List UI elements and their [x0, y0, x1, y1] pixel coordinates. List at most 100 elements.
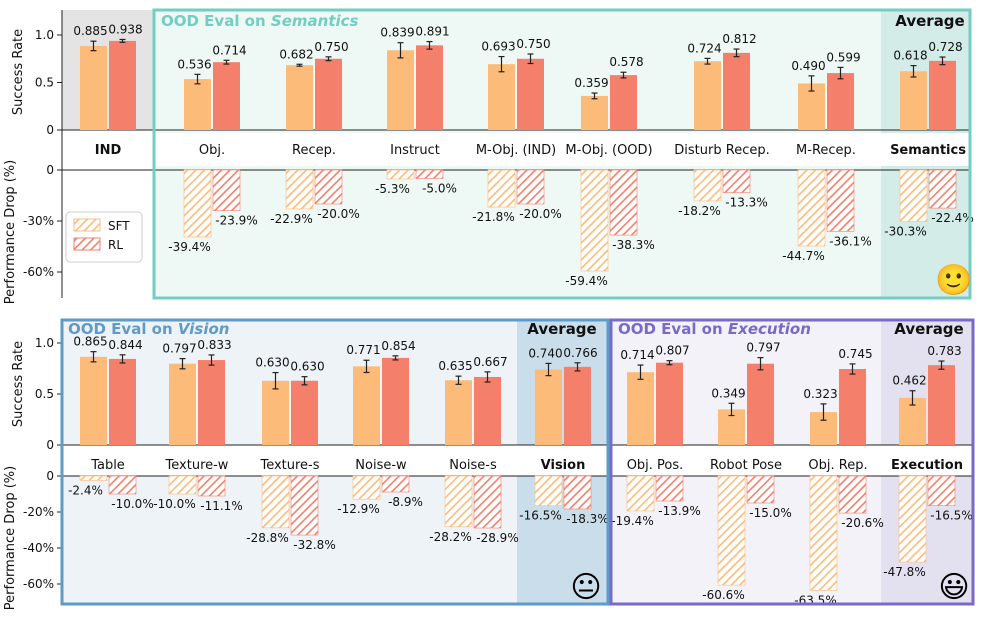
vision-rl-drop-label: -11.1% — [200, 499, 242, 513]
vision-sft-value-label: 0.740 — [528, 346, 562, 360]
vision-category-label: Table — [90, 458, 125, 473]
chart-marks: 0 0.5 1.0 0 -30% -60% 0 0.5 1.0 0 -20% -40% -60% 0.88… — [23, 22, 974, 607]
semantics-rl-bar — [416, 45, 443, 131]
emojis: 🙂 😐 😃 — [570, 263, 972, 605]
vision-average-label: Average — [527, 320, 596, 338]
vision-sft-value-label: 0.630 — [255, 356, 289, 370]
execution-rl-bar — [839, 369, 866, 445]
vision-sft-bar — [353, 366, 380, 445]
execution-sft-drop-bar — [809, 475, 838, 591]
vision-rl-value-label: 0.833 — [197, 338, 231, 352]
vision-sft-drop-bar — [168, 475, 197, 495]
vision-rl-bar — [109, 358, 136, 445]
vision-rl-bar — [291, 380, 318, 445]
vision-sft-value-label: 0.771 — [346, 343, 380, 357]
ind-divider-band — [62, 130, 154, 165]
semantics-sft-value-label: 0.724 — [687, 41, 721, 55]
vision-category-label: Texture-s — [259, 458, 319, 473]
semantics-rl-bar — [213, 62, 240, 130]
vision-category-label: Noise-s — [449, 458, 497, 473]
panel-titles: OOD Eval on Semantics Average OOD Eval o… — [68, 12, 965, 338]
execution-sft-drop-label: -60.6% — [702, 588, 744, 602]
execution-rl-drop-label: -20.6% — [841, 516, 883, 530]
semantics-sft-drop-label: -39.4% — [168, 240, 210, 254]
vision-category-label: Vision — [541, 458, 586, 473]
vision-title-prefix: OOD Eval on — [68, 320, 178, 338]
execution-title: OOD Eval on Execution — [618, 320, 811, 338]
semantics-sft-value-label: 0.839 — [380, 26, 414, 40]
vision-sft-value-label: 0.797 — [162, 342, 196, 356]
top-success-tick-label: 0 — [46, 123, 54, 137]
semantics-sft-value-label: 0.682 — [279, 47, 313, 61]
execution-sft-drop-label: -19.4% — [611, 514, 653, 528]
execution-sft-value-label: 0.323 — [803, 387, 837, 401]
semantics-sft-bar — [387, 50, 414, 130]
execution-sft-value-label: 0.349 — [711, 386, 745, 400]
semantics-rl-value-label: 0.891 — [415, 25, 449, 39]
execution-frame — [609, 318, 975, 606]
vision-emoji: 😐 — [570, 570, 601, 605]
execution-label-band — [611, 445, 973, 476]
vision-rl-drop-label: -10.0% — [111, 497, 153, 511]
vision-rl-value-label: 0.667 — [473, 355, 507, 369]
semantics-category-label: M-Obj. (IND) — [476, 143, 556, 158]
vision-rl-value-label: 0.766 — [563, 346, 597, 360]
execution-rl-bar — [656, 362, 683, 445]
semantics-sft-drop-label: -44.7% — [782, 249, 824, 263]
vision-title-emph: Vision — [178, 320, 230, 338]
semantics-rl-drop-bar — [212, 169, 241, 211]
semantics-rl-drop-label: -13.3% — [725, 196, 767, 210]
vision-rl-drop-bar — [290, 475, 319, 536]
vision-sft-value-label: 0.865 — [73, 335, 107, 349]
semantics-sft-drop-bar — [487, 169, 516, 208]
vision-sft-drop-bar — [444, 475, 473, 528]
semantics-sft-drop-bar — [183, 169, 212, 238]
semantics-sft-value-label: 0.536 — [177, 57, 211, 71]
semantics-rl-bar — [517, 58, 544, 130]
semantics-title: OOD Eval on Semantics — [161, 12, 359, 30]
vision-sft-drop-label: -28.8% — [246, 531, 288, 545]
semantics-rl-value-label: 0.750 — [314, 40, 348, 54]
semantics-rl-bar — [827, 73, 854, 130]
semantics-rl-value-label: 0.728 — [928, 40, 962, 54]
vision-rl-value-label: 0.854 — [381, 339, 415, 353]
semantics-sft-drop-bar — [693, 169, 722, 202]
ind-sft-bar — [80, 45, 107, 130]
bottom-ylabel-success: Success Rate — [11, 341, 26, 427]
legend-sft-label: SFT — [108, 219, 130, 233]
semantics-sft-drop-bar — [797, 169, 826, 247]
vision-sft-drop-bar — [261, 475, 290, 529]
semantics-rl-value-label: 0.812 — [722, 32, 756, 46]
vision-sft-bar — [169, 363, 196, 445]
semantics-rl-drop-bar — [722, 169, 751, 193]
semantics-emoji: 🙂 — [935, 263, 972, 298]
semantics-sft-value-label: 0.490 — [791, 59, 825, 73]
ind-rl-value-label: 0.938 — [108, 22, 142, 36]
execution-rl-bar — [928, 365, 955, 445]
execution-sft-drop-bar — [717, 475, 746, 586]
semantics-sft-bar — [184, 79, 211, 130]
semantics-label-band — [154, 133, 970, 166]
vision-rl-value-label: 0.844 — [108, 338, 142, 352]
bottom-drop-tick-label: 0 — [46, 469, 54, 483]
semantics-sft-bar — [694, 61, 721, 130]
ind-category-label: IND — [95, 143, 122, 158]
vision-frame — [60, 318, 610, 606]
legend-rl-swatch — [73, 237, 101, 251]
vision-rl-drop-label: -28.9% — [476, 531, 518, 545]
semantics-sft-drop-bar — [580, 169, 609, 272]
semantics-category-label: Semantics — [890, 143, 966, 158]
semantics-sft-drop-label: -18.2% — [678, 204, 720, 218]
bottom-success-tick-label: 1.0 — [35, 336, 54, 350]
execution-rl-drop-label: -15.0% — [749, 506, 791, 520]
execution-sft-bar — [899, 397, 926, 445]
semantics-rl-drop-label: -5.0% — [422, 182, 457, 196]
bottom-ylabel-drop: Performance Drop (%) — [3, 466, 18, 610]
vision-sft-drop-label: -12.9% — [337, 502, 379, 516]
semantics-sft-bar — [581, 95, 608, 130]
vision-rl-drop-label: -8.9% — [388, 495, 423, 509]
execution-sft-value-label: 0.714 — [620, 348, 654, 362]
vision-sft-bar — [262, 380, 289, 445]
top-ylabel-drop: Performance Drop (%) — [3, 160, 18, 304]
semantics-title-prefix: OOD Eval on — [161, 12, 271, 30]
